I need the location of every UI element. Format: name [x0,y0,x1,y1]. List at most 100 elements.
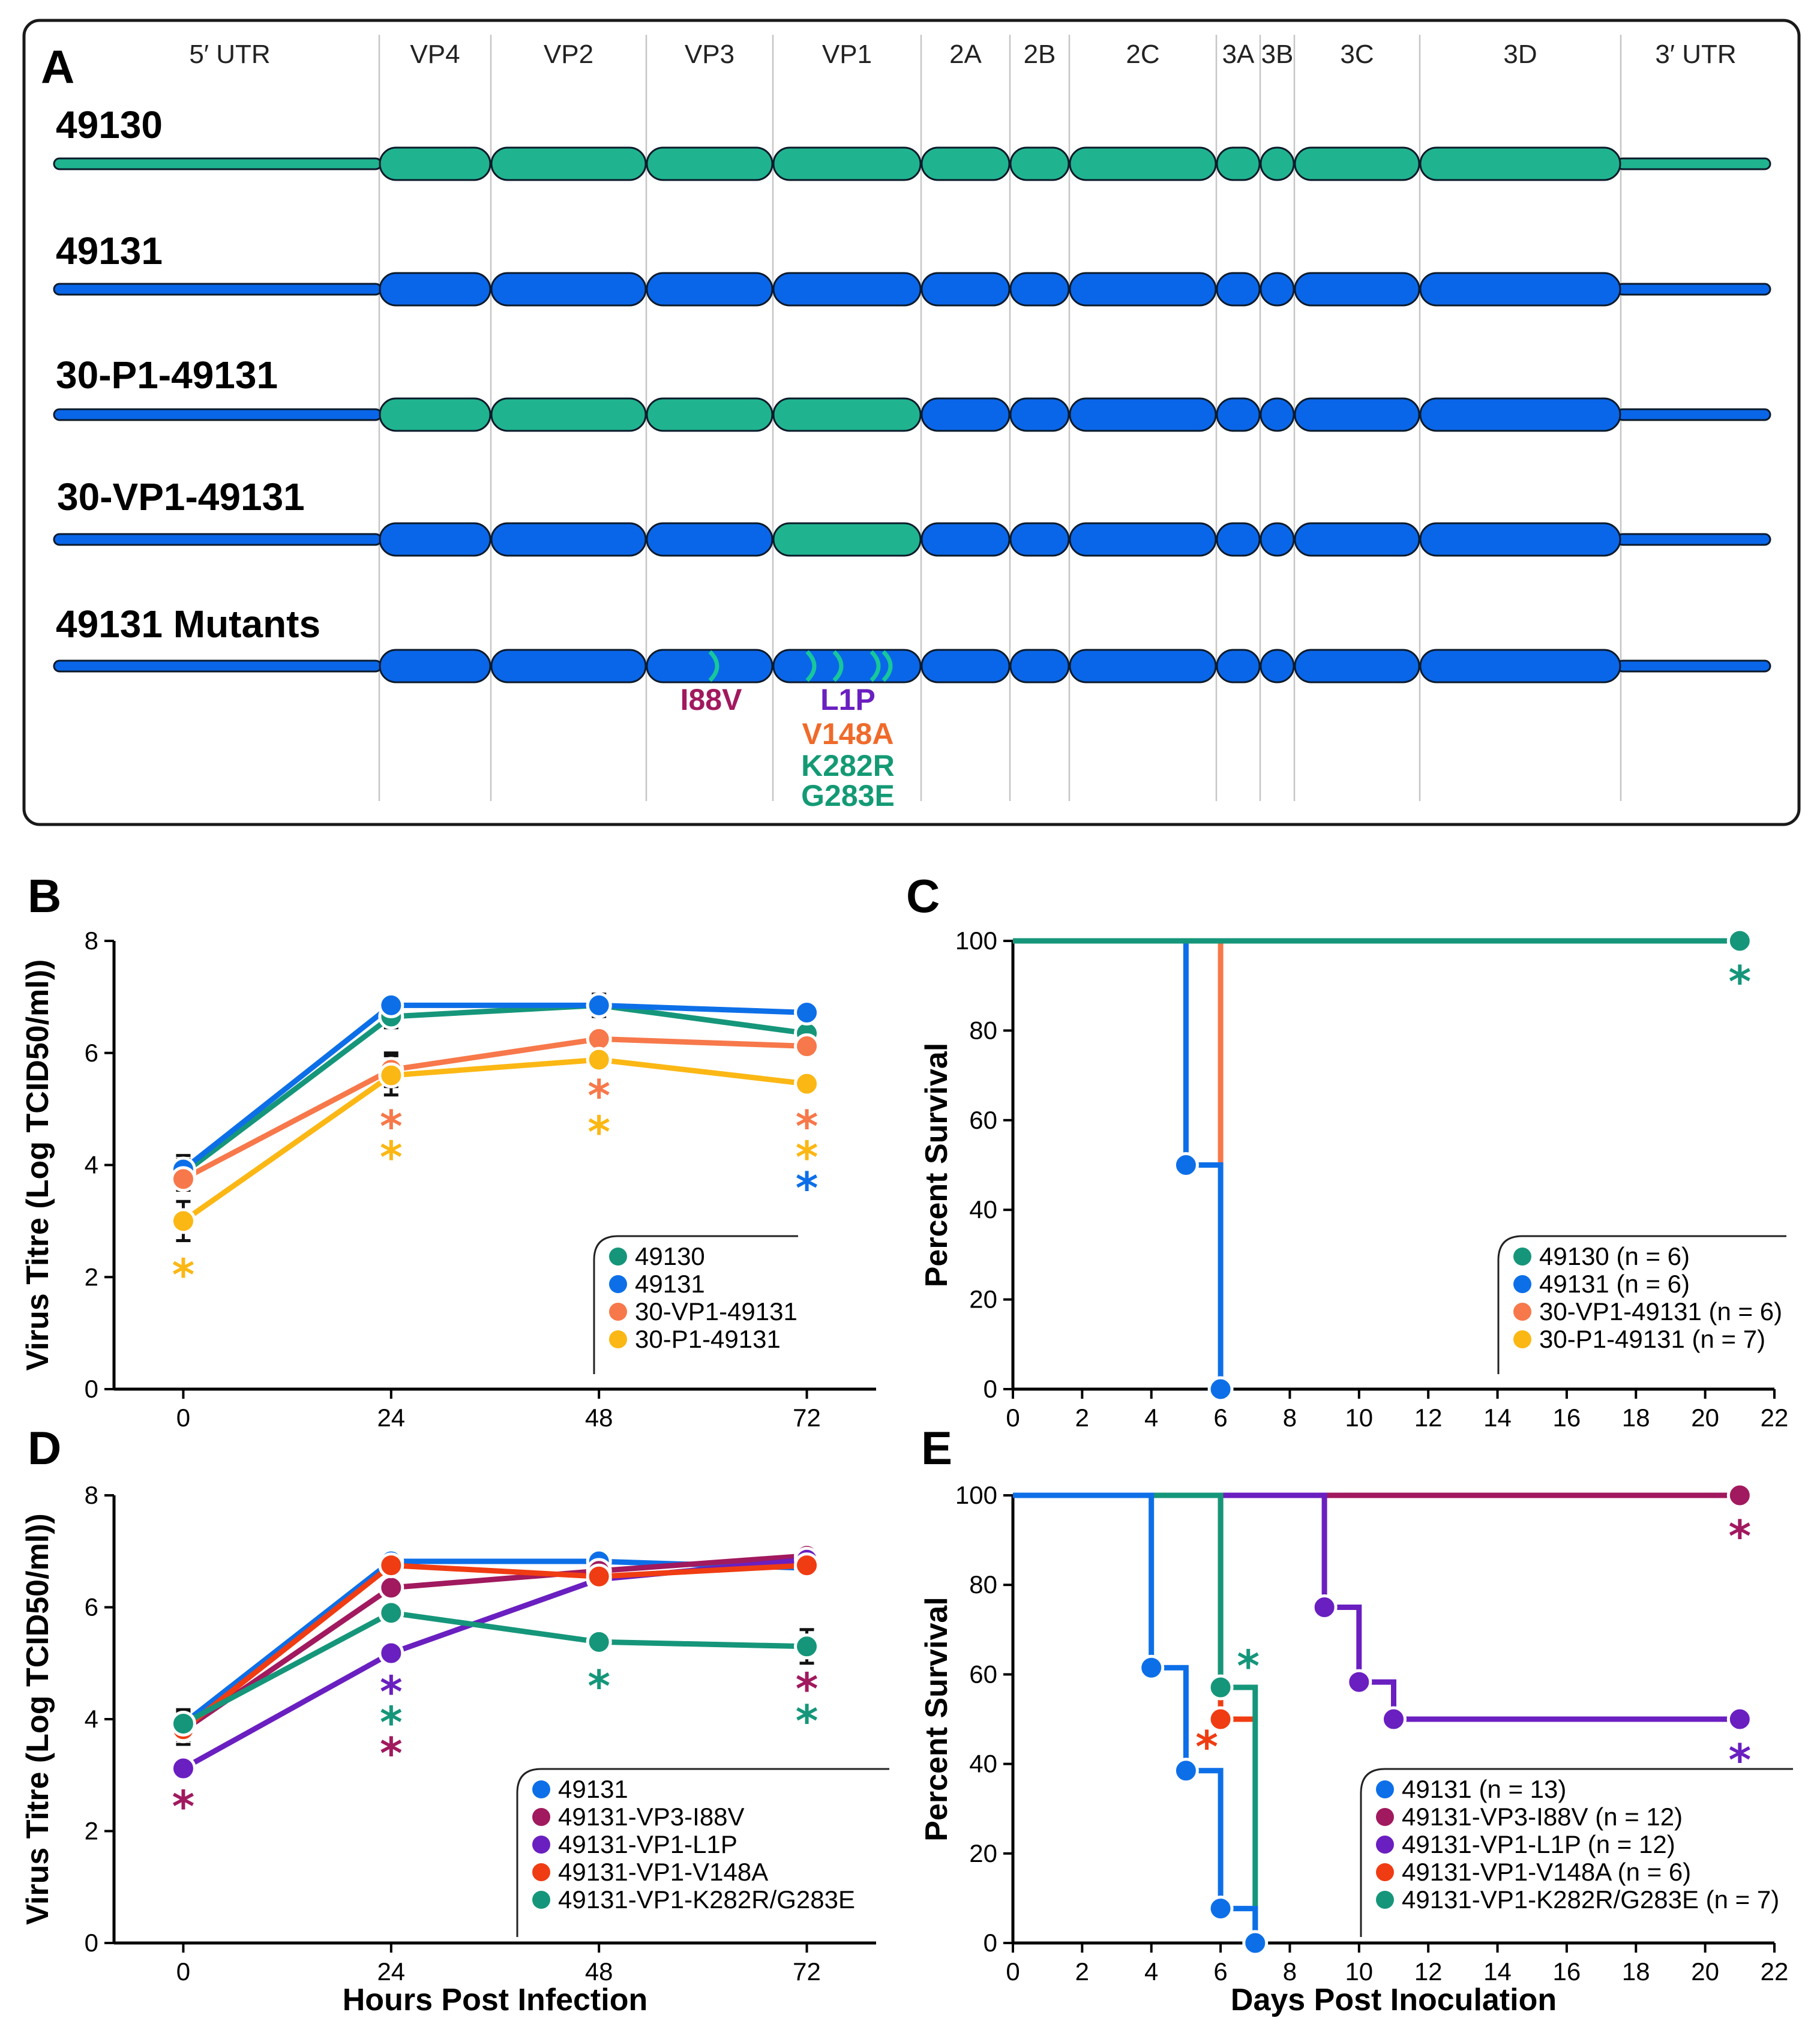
genome-map: 5′ UTR VP4 VP2 VP3 VP1 2A 2B 2C 3A 3B 3C 3D 3′ UTR 49… [53,35,1771,812]
segment-label: 5′ UTR [189,40,270,69]
panel-letter-a: A [41,40,74,93]
data-point [794,1071,820,1097]
survival-point [1381,1706,1407,1732]
data-point [794,1633,820,1660]
series-line [181,1002,808,1176]
y-tick-label: 2 [85,1263,98,1291]
legend-swatch [1513,1303,1531,1321]
protein-segment [772,522,922,557]
legend-swatch [1376,1808,1394,1826]
x-tick-label: 4 [1144,1957,1158,1986]
legend-swatch [1513,1330,1531,1348]
y-tick-label: 40 [969,1750,997,1778]
x-tick-label: 72 [793,1957,821,1986]
y-axis-title: Virus Titre (Log TCID50/ml)) [20,1513,55,1925]
legend-swatch [609,1248,627,1266]
y-tick-label: 60 [969,1660,997,1688]
legend-swatch [532,1836,550,1854]
data-point [586,1047,612,1073]
mutation-label: L1P [820,683,875,716]
legend-swatch [1376,1780,1394,1798]
x-tick-label: 6 [1213,1404,1227,1432]
x-tick-label: 48 [585,1404,613,1432]
x-tick-label: 18 [1622,1404,1650,1432]
x-tick-label: 20 [1691,1957,1719,1986]
legend-label: 30-VP1-49131 (n = 6) [1539,1297,1782,1326]
protein-segment [1216,272,1261,307]
protein-segment [1419,272,1621,307]
genome-row-label: 49130 [56,103,163,146]
utr5-line [53,157,382,170]
x-tick-label: 8 [1283,1404,1297,1432]
mutation-mark [881,650,893,682]
protein-segment [1294,649,1420,683]
legend-swatch [1513,1275,1531,1293]
x-tick-label: 16 [1553,1957,1581,1986]
significance-star: * [587,1071,610,1121]
y-tick-label: 0 [984,1929,997,1957]
panel-letter-e: E [921,1422,952,1474]
protein-segment [1069,272,1217,307]
protein-segment [1294,397,1420,432]
y-tick-label: 20 [969,1839,997,1867]
legend-label: 49131-VP3-I88V (n = 12) [1402,1803,1683,1831]
y-tick-label: 0 [984,1375,997,1403]
protein-segment [921,146,1011,181]
data-point [586,992,612,1018]
mutation-label: G283E [801,779,895,812]
chart-e-survival-mutants: 0 20 40 60 80 100 0 2 4 6 8 10 12 14 16 18 20 22 Percent S… [919,1481,1793,2017]
series-line [182,1610,807,1726]
protein-segment [1009,522,1070,557]
utr5-line [53,659,382,673]
legend-border-corner [516,1768,542,1794]
significance-star: * [172,1250,195,1300]
panel-letter-d: D [28,1422,61,1474]
significance-star: * [380,1132,403,1182]
protein-segment [1069,146,1217,181]
mutation-mark [832,650,844,682]
legend-swatch [1376,1891,1394,1909]
y-tick-label: 100 [955,926,997,955]
protein-segment [1216,649,1261,683]
y-tick-label: 20 [969,1285,997,1314]
significance-star: * [796,1163,818,1213]
genome-row-label: 49131 Mutants [56,602,320,646]
x-tick-label: 14 [1483,1957,1512,1986]
y-tick-label: 80 [969,1016,997,1044]
protein-segment [1069,649,1217,683]
x-tick-label: 22 [1761,1404,1789,1432]
significance-star: * [380,1728,403,1779]
legend-swatch [609,1303,627,1321]
protein-segment [1009,272,1070,307]
segment-label: 3′ UTR [1655,40,1736,69]
protein-segment [772,146,922,181]
series-line [181,1563,807,1732]
y-tick-label: 8 [85,926,98,955]
protein-segment [646,272,773,307]
protein-segment [1069,522,1217,557]
legend-label: 49131-VP3-I88V [558,1803,745,1831]
x-axis-title: Hours Post Infection [343,1983,647,2017]
protein-segment [646,397,773,432]
mutation-mark [805,650,817,682]
protein-segment [379,272,491,307]
mutation-label: I88V [680,683,743,716]
legend-swatch [609,1275,627,1293]
utr5-line [53,283,382,296]
significance-star: * [1728,956,1751,1007]
significance-star: * [796,1101,818,1152]
protein-segment [1009,649,1070,683]
data-point [170,1710,196,1737]
significance-star: * [796,1132,818,1182]
panel-letter-b: B [28,869,61,922]
mutation-label: V148A [802,717,894,751]
survival-point [1242,1930,1269,1956]
x-tick-label: 16 [1553,1404,1581,1432]
mutation-label: K282R [801,749,895,782]
significance-star: * [587,1107,610,1157]
x-tick-label: 24 [377,1957,405,1986]
x-tick-label: 0 [176,1404,190,1432]
data-point [170,1755,196,1782]
survival-point [1207,1674,1234,1701]
survival-point [1173,1758,1199,1784]
